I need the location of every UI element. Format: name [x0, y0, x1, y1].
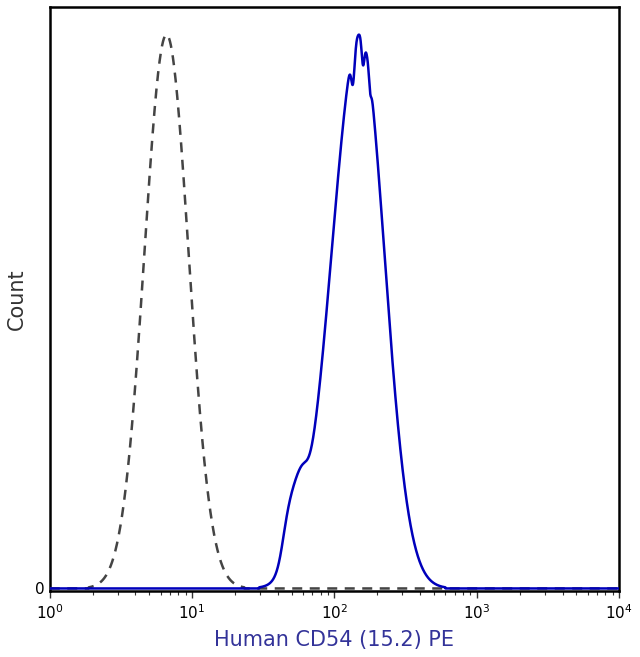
X-axis label: Human CD54 (15.2) PE: Human CD54 (15.2) PE [214, 630, 454, 650]
Y-axis label: Count: Count [7, 268, 27, 330]
